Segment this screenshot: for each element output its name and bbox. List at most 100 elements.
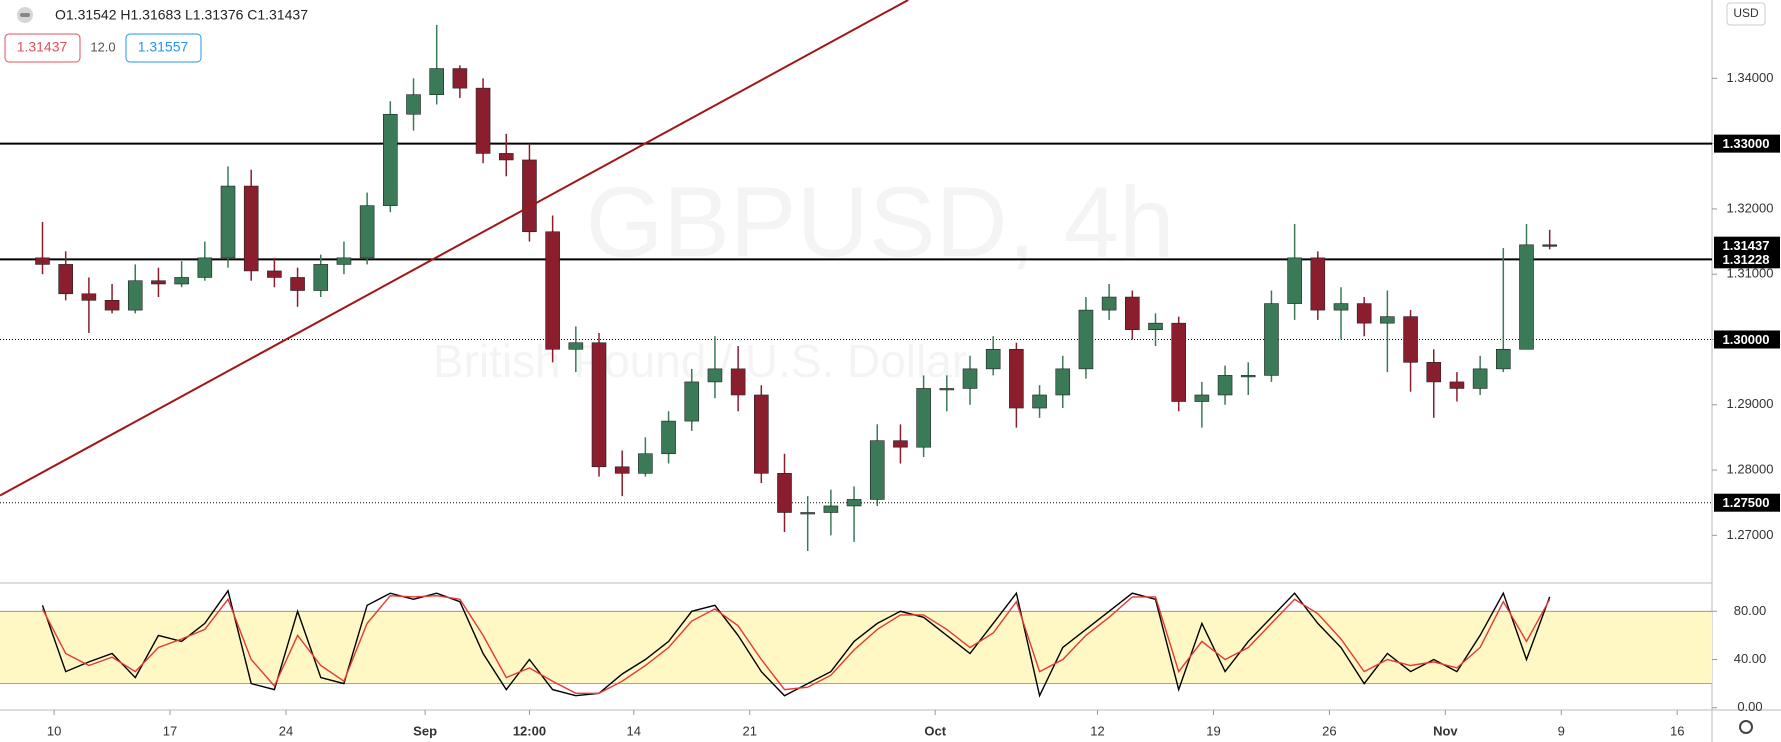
candle-body <box>1426 362 1442 383</box>
candle-body <box>197 257 213 278</box>
x-tick-label: 9 <box>1558 723 1565 738</box>
candle-body <box>267 270 282 278</box>
candle-body <box>1380 316 1395 324</box>
currency-button[interactable] <box>1726 2 1766 26</box>
candle-body <box>1287 257 1302 304</box>
candle-body <box>1055 368 1071 396</box>
price-label: 1.33000 <box>1723 136 1770 151</box>
y-tick-label: 1.29000 <box>1727 396 1774 411</box>
candle-body <box>568 342 584 350</box>
candle-body <box>823 505 839 513</box>
y-tick-label: 1.32000 <box>1727 200 1774 215</box>
candle-body <box>800 512 815 515</box>
price-label: 1.30000 <box>1723 332 1770 347</box>
x-tick-label: 10 <box>47 723 61 738</box>
price-label-box <box>1714 134 1780 153</box>
currency-label: USD <box>1733 6 1759 20</box>
price-label-box <box>1714 250 1780 269</box>
y2-tick-label: 40.00 <box>1734 651 1767 666</box>
ask-box[interactable] <box>125 33 202 63</box>
trendline <box>0 0 909 497</box>
candle-body <box>475 87 491 154</box>
candle-body <box>707 368 723 383</box>
candle-body <box>1240 375 1256 378</box>
candle-body <box>985 348 1001 370</box>
candle-body <box>220 185 236 259</box>
candle-body <box>151 280 166 285</box>
candle-body <box>614 466 630 474</box>
x-tick-label: 12 <box>1090 723 1104 738</box>
y-tick-label: 1.27000 <box>1727 527 1774 542</box>
candle-body <box>661 420 676 455</box>
candle-body <box>1264 303 1279 376</box>
symbol-icon-bar <box>20 13 30 17</box>
candle-body <box>429 68 444 95</box>
candle-body <box>58 264 73 295</box>
candle-body <box>545 231 560 350</box>
price-label: 1.31437 <box>1723 238 1770 253</box>
candle-body <box>684 381 700 422</box>
x-tick-label: 17 <box>163 723 177 738</box>
candle-body <box>1472 368 1488 389</box>
candle-body <box>35 257 50 265</box>
x-tick-label: Sep <box>413 723 437 738</box>
candle-body <box>962 368 978 389</box>
candle-body <box>754 394 769 474</box>
candle-body <box>81 293 97 301</box>
settings-icon[interactable] <box>1739 720 1753 734</box>
bid-box[interactable] <box>4 33 81 63</box>
watermark-symbol: GBPUSD, 4h <box>585 166 1174 278</box>
y2-tick-label: 80.00 <box>1734 603 1767 618</box>
x-tick-label: 16 <box>1670 723 1684 738</box>
candle-body <box>1194 394 1210 402</box>
candle-body <box>406 94 421 115</box>
x-tick-label: 14 <box>627 723 641 738</box>
candle-body <box>336 257 352 265</box>
candle-body <box>127 280 143 311</box>
candle-body <box>1403 316 1418 363</box>
candle-body <box>939 388 955 391</box>
candle-body <box>313 264 329 291</box>
candle-body <box>1310 257 1326 311</box>
x-tick-label: 21 <box>742 723 756 738</box>
candle-body <box>1009 348 1024 409</box>
candle-body <box>1449 381 1465 389</box>
candle-body <box>1333 303 1349 311</box>
candle-body <box>522 159 537 233</box>
candle-body <box>591 342 607 468</box>
x-tick-label: Oct <box>924 723 946 738</box>
stoch-line <box>41 589 1551 698</box>
candle-body <box>893 440 908 448</box>
watermark-description: British Pound / U.S. Dollar <box>433 335 967 387</box>
candle-body <box>846 499 862 507</box>
ask-price: 1.31557 <box>138 39 189 55</box>
candle-body <box>1125 296 1140 330</box>
y-tick-label: 1.34000 <box>1727 70 1774 85</box>
candle-body <box>383 113 398 206</box>
spread: 12.0 <box>90 39 115 54</box>
x-tick-label: 24 <box>279 723 293 738</box>
y2-tick-label: 0.00 <box>1737 699 1762 714</box>
x-tick-label: 26 <box>1322 723 1336 738</box>
candle-body <box>359 205 375 259</box>
candle-body <box>452 68 468 89</box>
y-tick-label: 1.31000 <box>1727 266 1774 281</box>
candle-body <box>777 473 792 513</box>
candle-body <box>498 153 514 161</box>
candle-body <box>1519 244 1534 350</box>
candle-body <box>290 277 305 291</box>
price-label-box <box>1714 330 1780 349</box>
candle-body <box>916 388 931 448</box>
candle-body <box>1148 322 1163 330</box>
candle-body <box>1171 322 1186 402</box>
candle-body <box>730 368 746 396</box>
candle-body <box>1101 296 1117 311</box>
candle-body <box>1032 394 1047 409</box>
price-label-box <box>1714 236 1780 255</box>
candle-body <box>638 453 653 474</box>
candle-body <box>1217 375 1233 396</box>
stoch-line <box>41 594 1551 694</box>
